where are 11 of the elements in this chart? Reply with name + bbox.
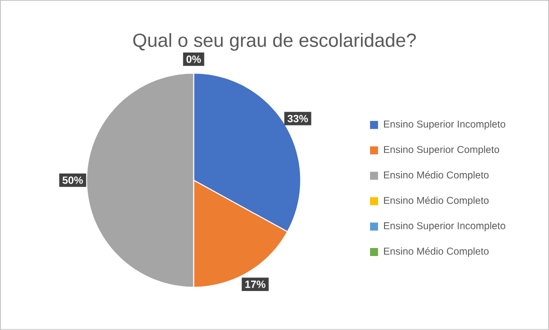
data-label: 33% — [288, 114, 308, 122]
data-label: 17% — [245, 280, 266, 288]
legend-label: Ensino Superior Incompleto — [384, 120, 506, 130]
legend-label: Ensino Superior Completo — [384, 146, 500, 156]
legend-label: Ensino Médio Completo — [384, 247, 489, 257]
text: 0% — [186, 56, 201, 63]
data-label: 50% — [62, 176, 83, 184]
chart-title: Qual o seu grau de escolaridade? — [133, 33, 416, 51]
legend-label: Ensino Superior Incompleto — [384, 222, 506, 232]
legend-label: Ensino Médio Completo — [384, 171, 489, 180]
legend-label: Ensino Médio Completo — [384, 196, 489, 206]
